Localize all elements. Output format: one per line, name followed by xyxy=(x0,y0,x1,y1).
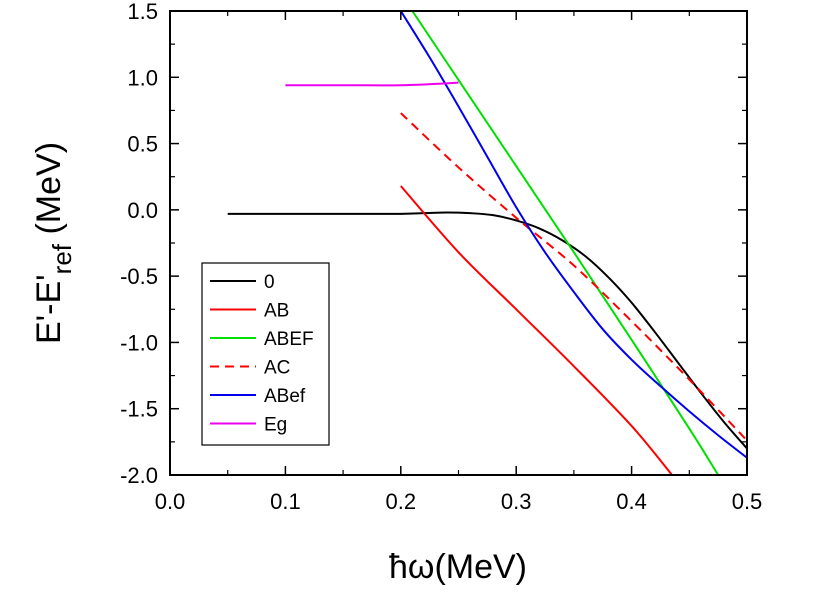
y-axis-title-unit: (MeV) xyxy=(30,142,68,244)
series-line-ac xyxy=(400,112,747,442)
legend-label-abef: ABEF xyxy=(264,329,314,350)
legend-box xyxy=(201,262,330,446)
series-line-abef xyxy=(399,11,747,459)
series-line-ab xyxy=(400,185,673,475)
x-tick-label: 0.3 xyxy=(501,489,532,514)
legend-label-eg: Eg xyxy=(264,415,287,436)
tick-layer: 0.0 0.1 0.2 0.3 0.4 0.5 1.5 1.0 0.5 0.0 -0.5 -1.0 -1… xyxy=(120,0,762,514)
y-tick-label: 1.0 xyxy=(127,65,158,90)
y-tick-label: 0.0 xyxy=(127,198,158,223)
series-line-eg xyxy=(285,81,459,87)
x-tick-label: 0.1 xyxy=(270,489,301,514)
legend: 0 AB ABEF AC ABef Eg xyxy=(201,262,330,446)
series-line-0 xyxy=(227,211,747,450)
x-tick-label: 0.2 xyxy=(386,489,417,514)
x-tick-label: 0.5 xyxy=(732,489,763,514)
series-line-abef xyxy=(411,11,719,475)
x-tick-label: 0.4 xyxy=(616,489,647,514)
y-tick-label: 0.5 xyxy=(127,132,158,157)
legend-label-abef: ABef xyxy=(264,386,306,407)
y-tick-label: -2.0 xyxy=(120,463,158,488)
y-tick-label: -1.5 xyxy=(120,397,158,422)
y-axis-title-sub: ref xyxy=(47,243,77,274)
legend-items: 0 AB ABEF AC ABef Eg xyxy=(210,272,314,436)
x-tick-label: 0.0 xyxy=(155,489,186,514)
y-tick-label: -0.5 xyxy=(120,264,158,289)
y-axis-title: E'-E'ref (MeV) xyxy=(30,142,77,344)
x-axis-title: ħω(MeV) xyxy=(389,548,527,586)
legend-label-ab: AB xyxy=(264,301,289,322)
series-layer xyxy=(227,11,747,475)
legend-label-0: 0 xyxy=(264,272,275,293)
y-tick-label: 1.5 xyxy=(127,0,158,24)
y-axis-title-main: E'-E' xyxy=(30,274,68,344)
legend-label-ac: AC xyxy=(264,358,290,379)
y-tick-label: -1.0 xyxy=(120,330,158,355)
